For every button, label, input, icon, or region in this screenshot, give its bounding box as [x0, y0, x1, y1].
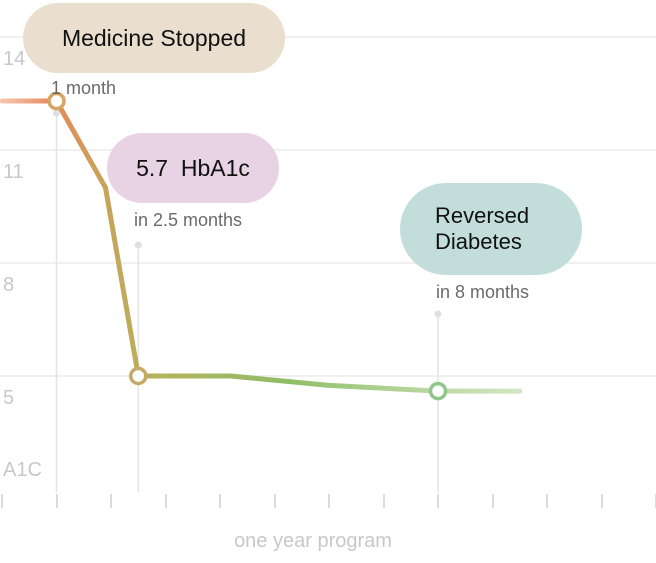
- y-tick-label: 5: [3, 387, 14, 409]
- medicine-stopped-label: Medicine Stopped: [61, 24, 247, 51]
- y-tick-label: 14: [3, 48, 25, 70]
- reversed-diabetes-pill: Reversed Diabetes: [400, 183, 582, 275]
- reversed-label-line2: Diabetes: [435, 229, 522, 254]
- y-tick-label: 11: [3, 161, 24, 183]
- guide-line-reversed-dot: [434, 310, 442, 318]
- guide-line-hba1c-dot: [134, 241, 142, 249]
- hba1c-subtitle: in 2.5 months: [134, 210, 243, 230]
- medicine-stopped-subtitle: 1 month: [51, 78, 117, 98]
- guide-line-medicine-dot: [53, 109, 60, 117]
- data-point-marker-3: [428, 381, 448, 401]
- x-axis-label: one year program: [234, 530, 392, 552]
- a1c-series-line: [0, 98, 523, 394]
- hba1c-label: 5.7 HbA1c: [136, 154, 250, 181]
- y-axis-label: A1C: [3, 459, 42, 481]
- data-point-marker-1: [47, 91, 66, 111]
- reversed-label-line1: Reversed: [435, 202, 530, 228]
- data-point-marker-2: [129, 366, 148, 386]
- medicine-stopped-pill: Medicine Stopped: [23, 3, 285, 73]
- reversed-diabetes-subtitle: in 8 months: [436, 282, 530, 302]
- y-tick-label: 8: [3, 274, 14, 296]
- hba1c-pill: 5.7 HbA1c: [107, 133, 279, 203]
